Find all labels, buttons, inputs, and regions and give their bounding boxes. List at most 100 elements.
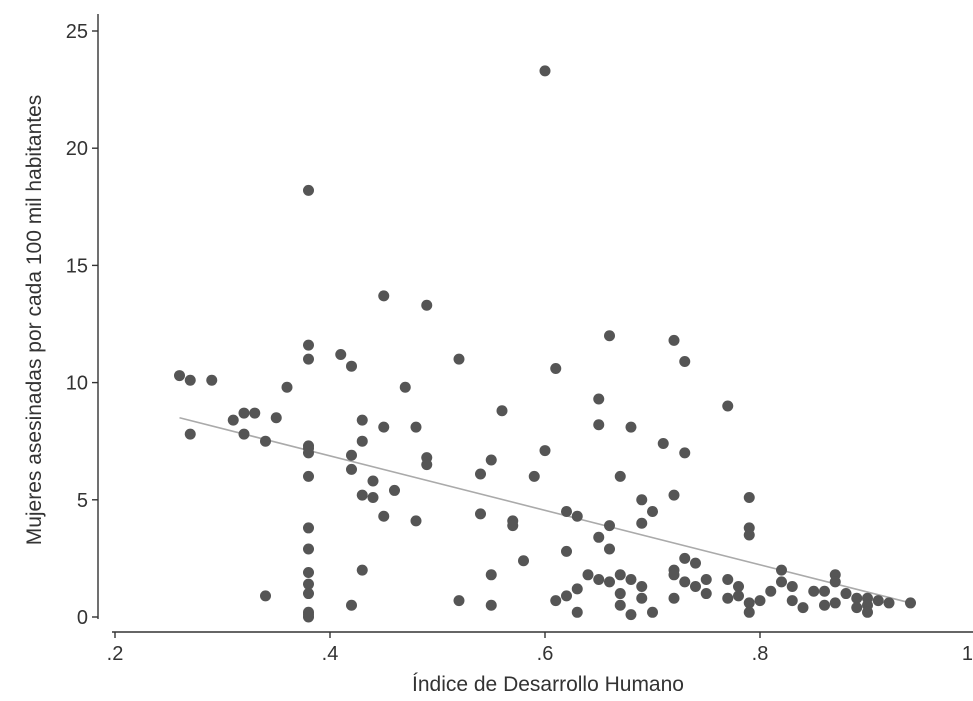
data-point bbox=[733, 581, 744, 593]
data-point bbox=[249, 407, 261, 419]
data-point bbox=[528, 470, 540, 482]
data-point bbox=[636, 517, 648, 529]
data-point bbox=[604, 576, 615, 588]
data-point bbox=[260, 590, 271, 602]
data-point bbox=[604, 330, 615, 342]
data-point bbox=[668, 489, 680, 501]
data-point bbox=[561, 506, 572, 518]
data-point bbox=[238, 428, 250, 440]
data-point bbox=[593, 419, 605, 431]
data-point bbox=[754, 595, 766, 607]
data-point bbox=[378, 421, 390, 433]
data-point bbox=[571, 583, 583, 595]
data-point bbox=[636, 494, 648, 506]
data-point bbox=[647, 606, 658, 618]
data-point bbox=[883, 597, 895, 609]
data-point bbox=[410, 515, 422, 527]
data-point bbox=[389, 484, 400, 496]
data-point bbox=[851, 602, 863, 614]
axes bbox=[97, 14, 973, 633]
data-point bbox=[604, 543, 615, 555]
data-point bbox=[797, 602, 809, 614]
x-tick-label: .8 bbox=[752, 643, 769, 665]
data-point bbox=[690, 557, 701, 569]
data-point bbox=[356, 435, 368, 447]
data-point bbox=[539, 65, 551, 77]
data-point bbox=[668, 334, 680, 346]
data-point bbox=[561, 545, 572, 557]
data-point bbox=[905, 597, 916, 609]
data-point bbox=[303, 522, 314, 534]
data-point bbox=[593, 573, 605, 585]
data-point bbox=[743, 606, 755, 618]
data-point bbox=[475, 468, 486, 480]
data-point bbox=[625, 573, 637, 585]
data-point bbox=[303, 184, 314, 196]
data-point bbox=[518, 555, 529, 567]
x-tick-label: .2 bbox=[107, 643, 124, 665]
data-point bbox=[614, 588, 626, 600]
data-point bbox=[840, 588, 852, 600]
data-point bbox=[593, 531, 605, 543]
data-point bbox=[367, 475, 379, 487]
data-point bbox=[690, 581, 701, 593]
data-point bbox=[636, 592, 648, 604]
data-point bbox=[453, 595, 465, 607]
data-point bbox=[657, 438, 669, 450]
y-tick-label: 20 bbox=[66, 138, 88, 160]
trend-line bbox=[179, 416, 911, 604]
data-point bbox=[346, 463, 357, 475]
data-point bbox=[346, 449, 357, 461]
data-point bbox=[625, 421, 637, 433]
data-point bbox=[475, 508, 486, 520]
data-point bbox=[679, 552, 691, 564]
y-tick-label: 15 bbox=[66, 255, 88, 277]
data-point bbox=[356, 489, 368, 501]
data-point bbox=[346, 360, 357, 372]
data-point bbox=[378, 510, 390, 522]
data-point bbox=[668, 569, 680, 581]
data-point bbox=[862, 606, 873, 618]
x-tick-label: 1 bbox=[962, 643, 973, 665]
data-point bbox=[303, 578, 314, 590]
data-points bbox=[174, 65, 916, 623]
y-tick-label: 5 bbox=[77, 490, 88, 512]
data-point bbox=[743, 491, 755, 503]
data-point bbox=[399, 381, 411, 393]
data-point bbox=[625, 609, 637, 621]
y-tick-label: 10 bbox=[66, 373, 88, 395]
data-point bbox=[206, 374, 218, 386]
y-axis-title: Mujeres asesinadas por cada 100 mil habi… bbox=[23, 95, 46, 546]
data-point bbox=[303, 470, 314, 482]
data-point bbox=[722, 400, 734, 412]
data-point bbox=[303, 339, 314, 351]
data-point bbox=[571, 606, 583, 618]
data-point bbox=[281, 381, 293, 393]
data-point bbox=[550, 595, 562, 607]
data-point bbox=[561, 590, 572, 602]
data-point bbox=[808, 585, 820, 597]
data-point bbox=[410, 421, 422, 433]
data-point bbox=[367, 491, 379, 503]
data-point bbox=[174, 370, 185, 382]
data-point bbox=[303, 442, 314, 454]
data-point bbox=[485, 599, 497, 611]
x-axis-title: Índice de Desarrollo Humano bbox=[412, 673, 684, 696]
data-point bbox=[614, 470, 626, 482]
x-axis-ticks: .2 .4 .6 .8 1 bbox=[107, 632, 973, 665]
data-point bbox=[507, 520, 519, 532]
data-point bbox=[335, 348, 347, 360]
data-point bbox=[786, 581, 798, 593]
data-point bbox=[776, 564, 787, 576]
data-point bbox=[776, 576, 787, 588]
data-point bbox=[184, 428, 196, 440]
data-point bbox=[421, 459, 433, 471]
data-point bbox=[829, 597, 841, 609]
data-point bbox=[851, 592, 863, 604]
data-point bbox=[743, 529, 755, 541]
data-point bbox=[679, 447, 691, 459]
data-point bbox=[303, 353, 314, 365]
data-point bbox=[346, 599, 357, 611]
data-point bbox=[303, 588, 314, 600]
data-point bbox=[614, 569, 626, 581]
